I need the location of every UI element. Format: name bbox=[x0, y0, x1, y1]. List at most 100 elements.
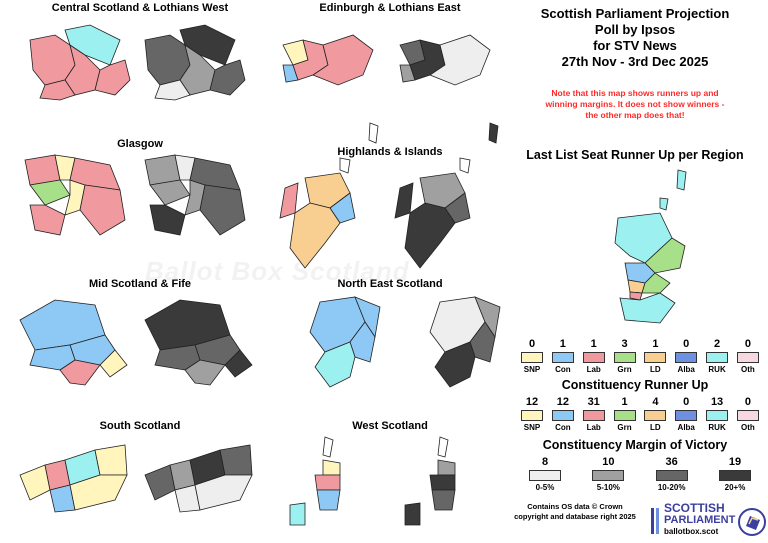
swatch-lab bbox=[582, 352, 605, 363]
logo-line-2: PARLIAMENT bbox=[664, 514, 736, 526]
region-title-mid: Mid Scotland & Fife bbox=[88, 278, 192, 290]
margin-count: 10 bbox=[602, 456, 615, 468]
legend-count: 13 bbox=[710, 396, 724, 408]
legend-item-con: 1 Con bbox=[551, 338, 575, 374]
note-line-1: Note that this map shows runners up and bbox=[551, 88, 719, 98]
region-title-glasgow: Glasgow bbox=[117, 138, 163, 150]
legend-label: SNP bbox=[523, 423, 541, 432]
legend-item-oth: 0 Oth bbox=[736, 396, 760, 432]
map-highlands-runner-up bbox=[279, 122, 379, 269]
note-line-2: winning margins. It does not show winner… bbox=[545, 99, 725, 109]
legend-item-snp: 12 SNP bbox=[520, 396, 544, 432]
credit-line-2: copyright and database right 2025 bbox=[514, 512, 636, 521]
swatch-con bbox=[551, 410, 574, 421]
legend-label: LD bbox=[650, 365, 661, 374]
margin-item-0-5: 8 0-5% bbox=[520, 456, 570, 492]
swatch-snp bbox=[521, 410, 543, 421]
os-credit: Contains OS data © Crown copyright and d… bbox=[500, 502, 650, 522]
margin-count: 19 bbox=[728, 456, 742, 468]
margin-count: 8 bbox=[541, 456, 549, 468]
legend-count: 12 bbox=[556, 396, 569, 408]
logo-icon bbox=[651, 508, 659, 534]
legend-label: Lab bbox=[586, 423, 601, 432]
logo-line-1: SCOTTISH bbox=[664, 501, 725, 515]
legend-item-grn: 3 Grn bbox=[613, 338, 637, 374]
legend-label: Oth bbox=[741, 423, 755, 432]
legend-label: Oth bbox=[741, 365, 755, 374]
swatch-alba bbox=[675, 410, 698, 421]
map-west-runner-up bbox=[289, 436, 341, 526]
map-central-runner-up bbox=[29, 24, 131, 101]
map-northeast-margin bbox=[429, 296, 501, 388]
swatch-10-20 bbox=[655, 470, 688, 481]
map-glasgow-margin bbox=[144, 154, 246, 236]
margin-label: 20+% bbox=[724, 483, 746, 492]
swatch-oth bbox=[736, 352, 759, 363]
swatch-oth bbox=[736, 410, 759, 421]
margin-count: 36 bbox=[665, 456, 678, 468]
legend-item-ld: 4 LD bbox=[643, 396, 667, 432]
legend-label: Grn bbox=[617, 423, 632, 432]
map-mid-margin bbox=[144, 299, 253, 386]
map-south-margin bbox=[144, 444, 253, 513]
constituency-runner-up-legend: 12 SNP 12 Con 31 Lab 1 Grn 4 LD 0 Alba 13 RUK 0… bbox=[520, 396, 760, 432]
list-runner-up-legend: 0 SNP 1 Con 1 Lab 3 Grn 1 LD 0 Alba 2 RUK 0 Oth bbox=[520, 338, 760, 374]
note-line-3: the other map does that! bbox=[585, 110, 685, 120]
legend-label: SNP bbox=[523, 365, 541, 374]
margin-item-5-10: 10 5-10% bbox=[583, 456, 633, 492]
legend-count: 1 bbox=[621, 396, 628, 408]
legend-label: RUK bbox=[708, 365, 726, 374]
margin-item-20-plus: 19 20+% bbox=[710, 456, 760, 492]
map-scotland-list-runner-up bbox=[614, 169, 687, 324]
legend-count: 0 bbox=[528, 338, 536, 350]
margin-title: Constituency Margin of Victory bbox=[542, 438, 728, 452]
legend-count: 0 bbox=[744, 338, 751, 350]
map-northeast-runner-up bbox=[309, 296, 381, 388]
legend-item-ruk: 13 RUK bbox=[705, 396, 729, 432]
map-south-runner-up bbox=[19, 444, 128, 513]
swatch-ruk bbox=[706, 352, 729, 363]
margin-label: 5-10% bbox=[596, 483, 620, 492]
swatch-grn bbox=[613, 352, 636, 363]
credit-line-1: Contains OS data © Crown bbox=[527, 502, 623, 511]
map-edinburgh-margin bbox=[399, 34, 491, 86]
map-west-margin bbox=[404, 436, 456, 526]
legend-label: Con bbox=[555, 423, 571, 432]
margin-legend: 8 0-5% 10 5-10% 36 10-20% 19 20+% bbox=[520, 456, 760, 492]
legend-count: 4 bbox=[652, 396, 659, 408]
legend-item-lab: 31 Lab bbox=[582, 396, 606, 432]
swatch-con bbox=[551, 352, 574, 363]
logo: SCOTTISH PARLIAMENT ballotbox.scot bbox=[664, 502, 735, 538]
legend-label: Alba bbox=[677, 365, 695, 374]
margin-label: 10-20% bbox=[657, 483, 686, 492]
margin-item-10-20: 36 10-20% bbox=[647, 456, 697, 492]
swatch-0-5 bbox=[529, 470, 561, 481]
legend-count: 1 bbox=[559, 338, 566, 350]
legend-item-alba: 0 Alba bbox=[674, 338, 698, 374]
legend-label: LD bbox=[650, 423, 661, 432]
legend-count: 0 bbox=[683, 396, 690, 408]
title-line-3: for STV News bbox=[593, 38, 677, 53]
swatch-5-10 bbox=[592, 470, 625, 481]
legend-count: 31 bbox=[587, 396, 600, 408]
legend-item-ruk: 2 RUK bbox=[705, 338, 729, 374]
swatch-20-plus bbox=[718, 470, 751, 481]
swatch-snp bbox=[521, 352, 543, 363]
legend-item-oth: 0 Oth bbox=[736, 338, 760, 374]
constituency-runner-up-title: Constituency Runner Up bbox=[561, 378, 709, 392]
title-line-1: Scottish Parliament Projection bbox=[540, 6, 730, 21]
legend-count: 1 bbox=[590, 338, 597, 350]
map-highlands-margin bbox=[394, 122, 499, 269]
legend-count: 3 bbox=[621, 338, 628, 350]
legend-item-snp: 0 SNP bbox=[520, 338, 544, 374]
map-edinburgh-runner-up bbox=[282, 34, 374, 86]
legend-label: RUK bbox=[708, 423, 726, 432]
legend-count: 0 bbox=[744, 396, 751, 408]
legend-label: Grn bbox=[617, 365, 632, 374]
swatch-lab bbox=[582, 410, 605, 421]
swatch-ld bbox=[644, 352, 667, 363]
region-title-northeast: North East Scotland bbox=[337, 278, 443, 290]
list-runner-up-title: Last List Seat Runner Up per Region bbox=[526, 148, 744, 162]
legend-label: Alba bbox=[677, 423, 695, 432]
legend-label: Lab bbox=[586, 365, 601, 374]
